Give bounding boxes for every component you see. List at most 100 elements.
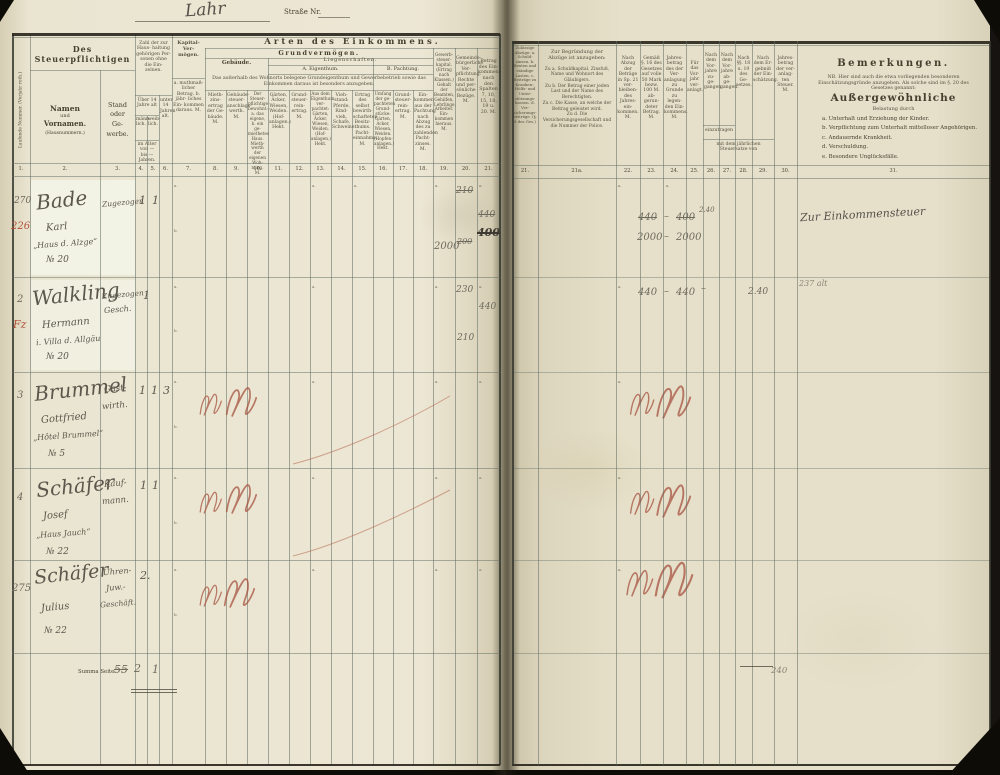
remarks-item: b. Verpflichtung zum Unterhalt mittellos…	[822, 125, 978, 132]
row-rule	[512, 372, 990, 373]
remarks-title: Bemerkungen.	[837, 58, 950, 69]
row-rule	[12, 653, 500, 654]
col-number: 26.	[706, 168, 716, 174]
col11-header: Gärten, Äcker, Wiesen, Weiden. (Hof- anl…	[269, 93, 291, 131]
occupation: Gast-	[103, 383, 127, 395]
under14-header: unter 14 Jahren alt.	[160, 98, 176, 120]
summary-value: 55	[114, 663, 128, 676]
serial-number: 275	[12, 583, 32, 594]
cell-mark: a.	[312, 567, 316, 572]
house-number: № 22	[44, 626, 67, 636]
income-types-header: Arten des Einkommens.	[264, 37, 441, 47]
col12-header: Grund- steuer- rein- ertrag. M.	[291, 93, 308, 120]
paper-highlight	[31, 280, 135, 370]
cell-mark: a.	[435, 183, 439, 188]
col30-header: Jahres- betrag der ver- anlag- ten Steue…	[776, 56, 795, 94]
col-number: 10.	[253, 166, 262, 172]
name-title: Namen	[50, 104, 80, 113]
serial-number: 4	[17, 492, 24, 503]
male-header: männ- lich.	[136, 117, 151, 128]
row-rule	[12, 468, 500, 469]
grid-rule	[12, 34, 14, 765]
grid-rule	[477, 48, 478, 765]
grid-rule	[147, 116, 148, 765]
col-number: 14.	[337, 166, 346, 172]
remarks-item: e. Besondere Unglücksfälle.	[822, 153, 899, 160]
grid-rule	[289, 90, 290, 765]
grid-rule	[172, 78, 205, 79]
col-number: 31.	[889, 168, 898, 174]
dash: –	[664, 286, 669, 297]
deduction-basis-item: Zu b. Der Betrag einer jeden Last und de…	[544, 83, 610, 101]
right-page	[504, 0, 992, 770]
cell-mark: a.	[479, 475, 483, 480]
summary-label: Summa Seite	[78, 669, 115, 675]
deduction-basis-header: Zur Begründung der Abzüge ist anzugeben:…	[540, 48, 614, 162]
house-number: № 22	[46, 547, 69, 557]
col13-header: Aus dem Eigenthum ver- pachtet: Gärten, …	[311, 91, 335, 146]
occupation: Kauf-	[103, 478, 128, 490]
cell-mark: a.	[618, 183, 622, 188]
col9-header: Gebäude- steuer- anschlags- werth. M.	[227, 93, 252, 120]
persons-male: 1	[139, 384, 146, 397]
col-number: 19.	[439, 166, 449, 172]
remarks-item: d. Verschuldung.	[822, 144, 869, 151]
grid-rule	[268, 65, 433, 66]
col-number: 22.	[623, 168, 633, 174]
amount: 210	[457, 333, 475, 343]
persons-male: 1	[143, 289, 150, 302]
grid-rule	[512, 178, 990, 179]
grid-rule	[512, 41, 514, 765]
grid-rule	[205, 58, 433, 59]
persons-female: 1	[152, 479, 159, 492]
grid-rule	[135, 95, 172, 96]
summary-rule	[131, 692, 177, 693]
grid-rule	[331, 90, 332, 765]
col-number: 27.	[722, 168, 732, 174]
serial-number-red: Fz	[13, 318, 27, 331]
cell-mark: b.	[174, 228, 178, 233]
col-number: 17.	[398, 166, 408, 172]
grid-rule	[268, 74, 433, 75]
grid-rule	[616, 41, 617, 765]
over14-header: Über 14 Jahre alt	[137, 98, 157, 109]
col-number: 28.	[739, 168, 748, 174]
row-rule	[512, 468, 990, 469]
summary-rule	[740, 666, 773, 667]
col-number: 29.	[758, 168, 768, 174]
col-number: 15.	[358, 166, 367, 172]
cell-mark: a.	[479, 284, 483, 289]
row-rule	[512, 277, 990, 278]
col21-header: Betrag des Ein- kommens nach den Spalten…	[478, 59, 502, 115]
taxpayer-group-header: Des Steuerpflichtigen	[34, 44, 131, 64]
grid-rule	[205, 48, 500, 49]
col14-header: Vieh- stand: Pferde, Rind- vieh, Schafe,…	[332, 93, 356, 131]
name-given: Karl	[45, 221, 68, 234]
col15-header: Ertrag des selbst bewirth- schafteten Be…	[353, 93, 378, 147]
remarks-list: a. Unterhalt und Erziehung der Kinder. b.…	[822, 115, 987, 162]
cell-mark: a.	[479, 379, 483, 384]
col-number: 24.	[670, 168, 679, 174]
deduction-basis-items: Zu a. Schuldkapital, Zinsfuß, Name und W…	[540, 66, 614, 131]
assessed-amount-struck: 400	[676, 212, 696, 223]
grid-rule	[499, 34, 501, 765]
col16-header: Umfang der ge- pachteten Grund- stücke: …	[374, 91, 396, 151]
grid-rule	[413, 90, 414, 765]
persons-female: 1	[151, 384, 158, 397]
grid-rule	[538, 41, 539, 765]
col17-header: Grund- steuer- rein- ertrag. M.	[394, 93, 412, 120]
cell-mark: a.	[312, 379, 316, 384]
grid-rule	[433, 48, 434, 765]
street-label: Straße Nr.	[284, 8, 322, 16]
grid-rule	[12, 37, 500, 38]
grid-rule	[30, 34, 31, 765]
spine-shadow	[492, 0, 520, 775]
paper-highlight	[31, 180, 135, 275]
col25-header: Für das Vor- jahr ver- anlagt.	[687, 61, 704, 94]
persons-male: 1	[140, 479, 147, 492]
grid-rule	[268, 58, 269, 765]
col-number: 20.	[461, 166, 471, 172]
summary-value: 1	[152, 663, 159, 676]
grid-rule	[640, 41, 641, 765]
grid-rule	[135, 140, 159, 141]
